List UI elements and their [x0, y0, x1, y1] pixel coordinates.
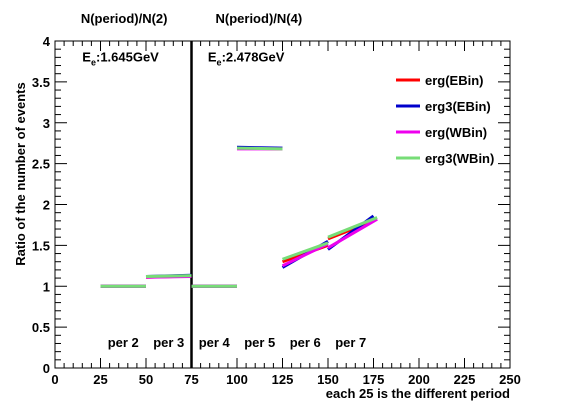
legend-entry: erg3(EBin) [425, 99, 491, 114]
x-axis-label: each 25 is the different period [326, 386, 510, 401]
period-label: per 4 [199, 335, 231, 350]
x-tick-label: 225 [454, 372, 476, 387]
series-line-segment [281, 241, 329, 261]
annotations: N(period)/N(2) N(period)/N(4) Ee:1.645GeV E… [81, 11, 366, 368]
legend-entry: erg3(WBin) [425, 151, 494, 166]
series-erg3(WBin) [100, 146, 378, 288]
period-label: per 2 [108, 335, 139, 350]
y-tick-label: 1 [43, 279, 50, 294]
series-line-segment [145, 274, 192, 278]
x-tick-label: 250 [499, 372, 521, 387]
x-tick-label: 25 [93, 372, 107, 387]
legend-entry: erg(WBin) [425, 125, 487, 140]
x-tick-label: 50 [139, 372, 153, 387]
series-line-segment [327, 217, 378, 250]
x-tick-label: 100 [226, 372, 248, 387]
series-lines [100, 145, 378, 288]
period-label: per 7 [335, 335, 366, 350]
energy-label: Ee:2.478GeV [208, 49, 285, 67]
period-label: per 5 [244, 335, 275, 350]
energy-label: Ee:1.645GeV [82, 49, 159, 67]
y-tick-label: 3 [43, 116, 50, 131]
y-tick-label: 4 [43, 34, 51, 49]
y-tick-label: 3.5 [32, 75, 50, 90]
x-tick-label: 175 [363, 372, 385, 387]
x-tick-label: 125 [272, 372, 294, 387]
y-tick-label: 2 [43, 198, 50, 213]
y-axis-label: Ratio of the number of events [13, 82, 28, 265]
x-tick-label: 200 [408, 372, 430, 387]
top-label: N(period)/N(2) [81, 11, 168, 26]
x-tick-label: 0 [51, 372, 58, 387]
y-tick-label: 0.5 [32, 320, 50, 335]
period-label: per 3 [153, 335, 184, 350]
series-line-segment [281, 242, 329, 268]
legend: erg(EBin) erg3(EBin) erg(WBin) erg3(WBin) [396, 73, 494, 166]
y-tick-label: 0 [43, 361, 50, 376]
series-line-segment [327, 219, 375, 241]
period-label: per 6 [290, 335, 321, 350]
x-tick-label: 75 [184, 372, 198, 387]
top-label: N(period)/N(4) [216, 11, 303, 26]
x-tick-label: 150 [317, 372, 339, 387]
legend-entry: erg(EBin) [425, 73, 484, 88]
axes: 0 25 50 75 100 125 150 175 200 225 250 0 0.5 1 1.5 2 2.5… [32, 34, 521, 387]
y-tick-label: 1.5 [32, 238, 50, 253]
y-tick-label: 2.5 [32, 157, 50, 172]
series-line-segment [236, 146, 283, 151]
series-line-segment [327, 216, 378, 239]
